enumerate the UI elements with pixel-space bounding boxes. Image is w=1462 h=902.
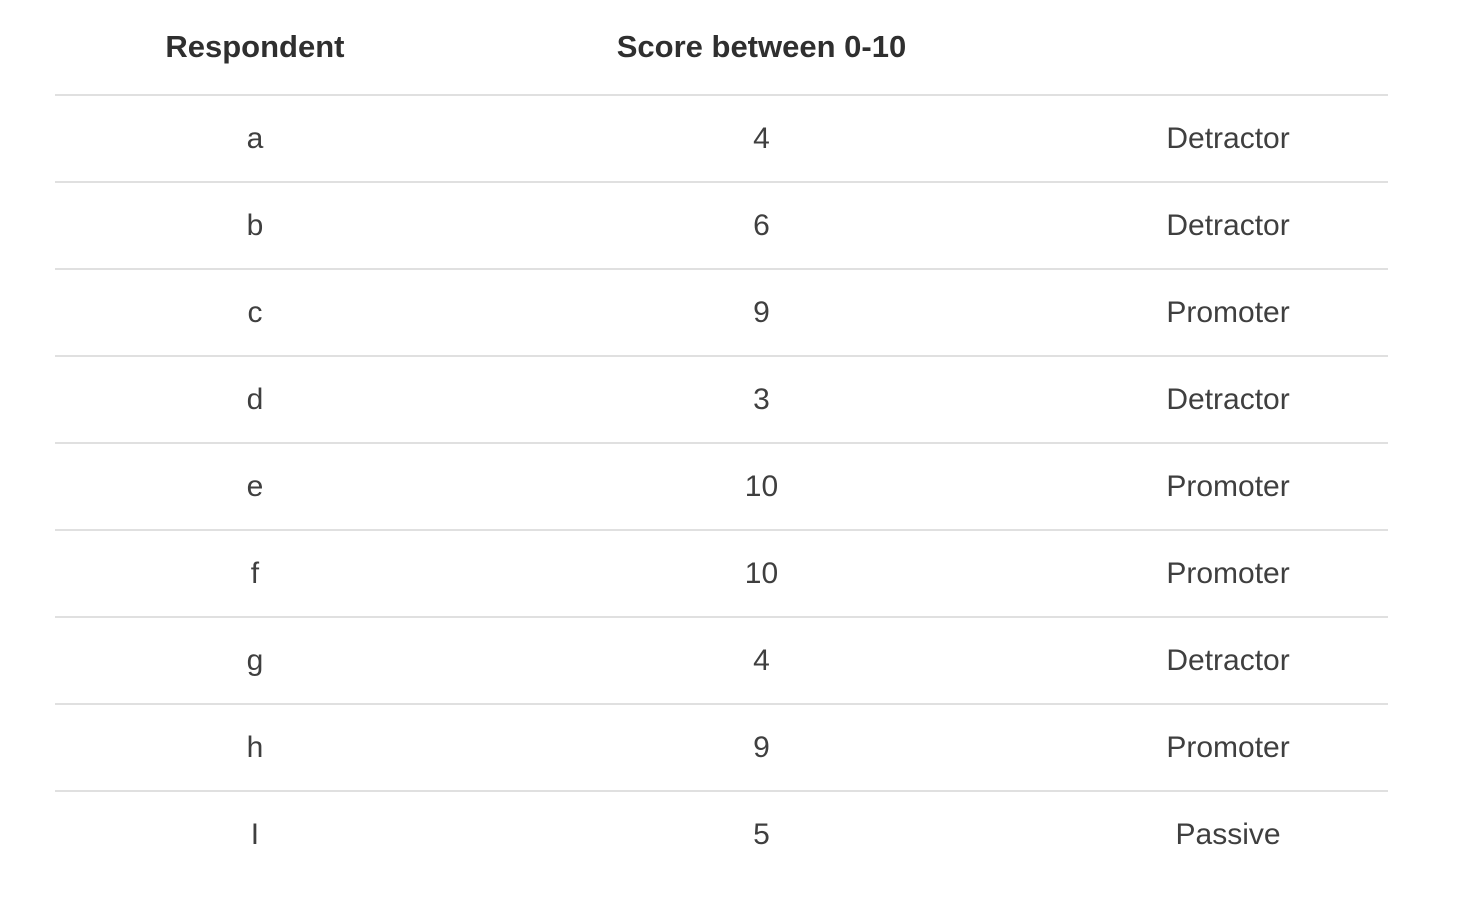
respondent-cell: f bbox=[55, 530, 455, 618]
category-cell: Promoter bbox=[1068, 443, 1388, 531]
score-cell: 4 bbox=[454, 95, 1069, 183]
nps-score-table: Respondent Score between 0-10 a 4 Detrac… bbox=[55, 0, 1388, 877]
respondent-cell: b bbox=[55, 182, 455, 270]
score-cell: 6 bbox=[454, 182, 1069, 270]
table-row: a 4 Detractor bbox=[55, 95, 1388, 183]
category-cell: Promoter bbox=[1068, 530, 1388, 618]
score-cell: 4 bbox=[454, 617, 1069, 705]
score-cell: 10 bbox=[454, 530, 1069, 618]
score-cell: 9 bbox=[454, 269, 1069, 357]
table-row: I 5 Passive bbox=[55, 791, 1388, 877]
score-cell: 10 bbox=[454, 443, 1069, 531]
respondent-cell: a bbox=[55, 95, 455, 183]
column-header-score: Score between 0-10 bbox=[454, 0, 1069, 96]
table-row: b 6 Detractor bbox=[55, 182, 1388, 270]
category-cell: Promoter bbox=[1068, 704, 1388, 792]
score-cell: 9 bbox=[454, 704, 1069, 792]
category-cell: Detractor bbox=[1068, 182, 1388, 270]
score-table-container: Respondent Score between 0-10 a 4 Detrac… bbox=[55, 0, 1388, 877]
table-row: f 10 Promoter bbox=[55, 530, 1388, 618]
category-cell: Detractor bbox=[1068, 356, 1388, 444]
score-cell: 5 bbox=[753, 817, 770, 851]
table-row: g 4 Detractor bbox=[55, 617, 1388, 705]
category-cell: Detractor bbox=[1068, 95, 1388, 183]
category-cell: Promoter bbox=[1068, 269, 1388, 357]
respondent-cell: d bbox=[55, 356, 455, 444]
score-cell: 3 bbox=[454, 356, 1069, 444]
table-row: e 10 Promoter bbox=[55, 443, 1388, 531]
respondent-cell: h bbox=[55, 704, 455, 792]
respondent-cell: c bbox=[55, 269, 455, 357]
table-row: h 9 Promoter bbox=[55, 704, 1388, 792]
column-header-category bbox=[1068, 0, 1388, 96]
table-row: d 3 Detractor bbox=[55, 356, 1388, 444]
respondent-cell: I bbox=[250, 817, 260, 851]
header-row: Respondent Score between 0-10 bbox=[55, 0, 1388, 96]
respondent-cell: g bbox=[55, 617, 455, 705]
category-cell: Passive bbox=[1175, 817, 1281, 851]
category-cell: Detractor bbox=[1068, 617, 1388, 705]
table-row: c 9 Promoter bbox=[55, 269, 1388, 357]
respondent-cell: e bbox=[55, 443, 455, 531]
column-header-respondent: Respondent bbox=[55, 0, 455, 96]
